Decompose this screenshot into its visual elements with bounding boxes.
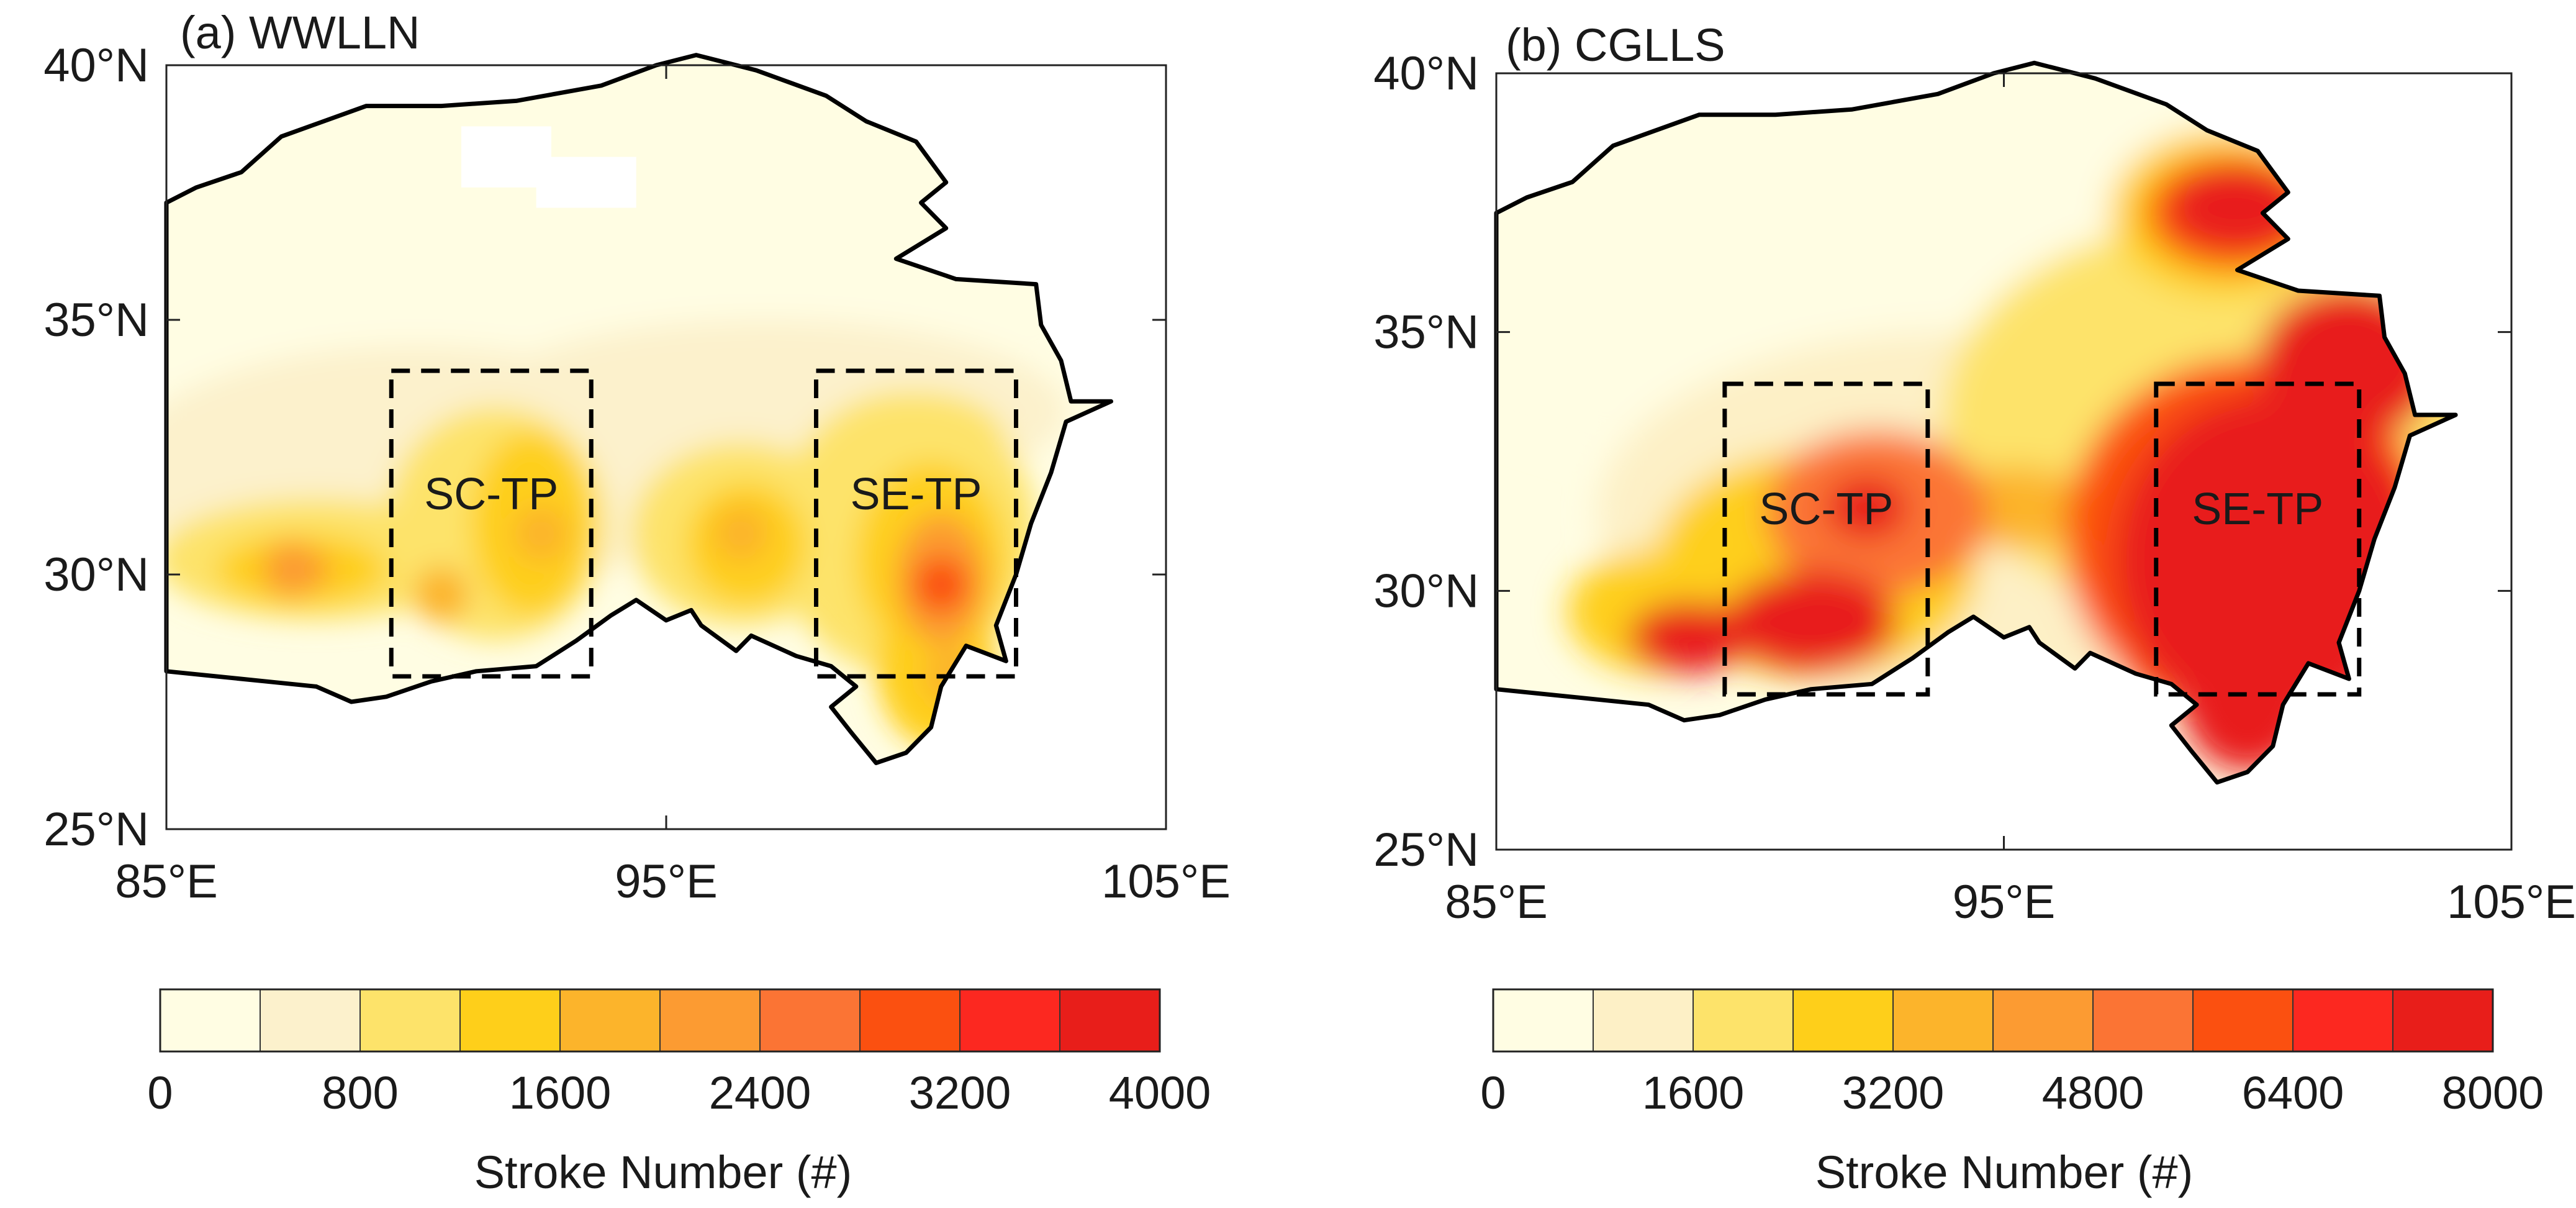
- region-box-sc-tp: [1722, 381, 1930, 697]
- colorbar-frame: [1492, 988, 2494, 1053]
- colorbar-bin: [260, 989, 361, 1052]
- colorbar-bin: [759, 989, 861, 1052]
- panel-title-a: (a) WWLLN: [180, 7, 420, 58]
- hotspot: [913, 556, 969, 613]
- hotspot: [414, 566, 469, 623]
- hotspot: [263, 541, 319, 597]
- y-tick-label: 25°N: [43, 803, 149, 856]
- colorbar-tick-label: 2400: [709, 1067, 811, 1119]
- colorbar-bin: [1593, 989, 1694, 1052]
- y-tick-label: 30°N: [1373, 565, 1479, 617]
- colorbar-bin: [1493, 989, 1594, 1052]
- y-tick-label: 40°N: [1373, 47, 1479, 100]
- colorbar-b: 0 1600 3200 4800 6400 8000: [1480, 988, 2544, 1119]
- colorbar-bin: [459, 989, 561, 1052]
- regions-b: SC-TP SE-TP: [1722, 381, 2362, 697]
- hotspot: [513, 506, 569, 562]
- regions-a: SC-TP SE-TP: [389, 368, 1018, 679]
- colorbar-tick-label: 1600: [1642, 1067, 1745, 1119]
- region-label-sc-tp: SC-TP: [1759, 484, 1893, 534]
- colorbar-label-b: Stroke Number (#): [1815, 1147, 2194, 1198]
- panel-b: SC-TP SE-TP 85°E 95°E 105°E 25°N 30°N 35°N 40°N…: [1373, 19, 2576, 1198]
- colorbar-tick-label: 4000: [1109, 1067, 1211, 1119]
- field-contours: [166, 55, 1111, 748]
- colorbar-bin: [859, 989, 960, 1052]
- colorbar-label-a: Stroke Number (#): [474, 1147, 852, 1198]
- colorbar-tick-label: 0: [1480, 1067, 1506, 1119]
- colorbar-bin: [2192, 989, 2294, 1052]
- no-data-patch: [536, 157, 636, 208]
- y-tick-label: 35°N: [1373, 306, 1479, 359]
- region-label-se-tp: SE-TP: [850, 470, 982, 519]
- colorbar-bin: [160, 989, 261, 1052]
- colorbar-bin: [1992, 989, 2094, 1052]
- hotspot: [1747, 588, 1804, 645]
- field-blob: [2181, 627, 2314, 772]
- field-contours: [1496, 63, 2456, 772]
- colorbar-bin: [2092, 989, 2194, 1052]
- colorbar-bin: [559, 989, 661, 1052]
- panel-title-b: (b) CGLLS: [1506, 19, 1725, 71]
- colorbar-bin: [959, 989, 1060, 1052]
- colorbar-tick-label: 6400: [2242, 1067, 2344, 1119]
- x-tick-label: 105°E: [1101, 855, 1231, 908]
- y-tick-label: 40°N: [43, 39, 149, 92]
- colorbar-bin: [359, 989, 461, 1052]
- region-label-sc-tp: SC-TP: [424, 470, 558, 519]
- colorbar-tick-label: 8000: [2442, 1067, 2544, 1119]
- colorbar-bin: [659, 989, 761, 1052]
- field-blob: [826, 391, 1006, 493]
- axis-ticks-a: 85°E 95°E 105°E 25°N 30°N 35°N 40°N: [43, 39, 1231, 908]
- x-tick-label: 85°E: [115, 855, 218, 908]
- hotspot: [2204, 511, 2261, 568]
- colorbar-tick-label: 4800: [2042, 1067, 2144, 1119]
- colorbar-bin: [1059, 989, 1160, 1052]
- x-tick-label: 105°E: [2447, 876, 2576, 929]
- plateau-outline-a: [164, 53, 1113, 765]
- hotspot: [2305, 365, 2362, 423]
- x-tick-label: 85°E: [1445, 876, 1548, 929]
- region-box-se-tp: [2154, 381, 2362, 697]
- colorbar-tick-label: 800: [322, 1067, 398, 1119]
- panel-a: SC-TP SE-TP 85°E 95°E 105°E 25°N 30°N 35°N 40°N…: [43, 7, 1231, 1198]
- colorbar-a: 0 800 1600 2400 3200 4000: [147, 988, 1211, 1119]
- region-box-sc-tp: [389, 368, 594, 679]
- colorbar-bin: [1892, 989, 1994, 1052]
- colorbar-bin: [2292, 989, 2393, 1052]
- colorbar-tick-label: 3200: [1842, 1067, 1945, 1119]
- field-blob: [1628, 601, 1750, 674]
- region-box-se-tp: [814, 368, 1018, 679]
- colorbar-bin: [1692, 989, 1794, 1052]
- colorbar-tick-label: 1600: [509, 1067, 612, 1119]
- map-b-field: [1496, 63, 2456, 783]
- colorbar-frame: [159, 988, 1161, 1053]
- y-tick-label: 30°N: [43, 548, 149, 601]
- colorbar-bin: [1792, 989, 1894, 1052]
- y-tick-label: 25°N: [1373, 824, 1479, 876]
- field-blob: [1826, 477, 1908, 539]
- axis-ticks-b: 85°E 95°E 105°E 25°N 30°N 35°N 40°N: [1373, 47, 2576, 929]
- y-tick-label: 35°N: [43, 294, 149, 347]
- colorbar-tick-label: 3200: [909, 1067, 1011, 1119]
- colorbar-tick-label: 0: [147, 1067, 173, 1119]
- x-tick-label: 95°E: [1953, 876, 2056, 929]
- hotspot: [713, 506, 769, 562]
- x-tick-label: 95°E: [615, 855, 718, 908]
- no-data-patch: [461, 126, 551, 188]
- map-a-field: [166, 55, 1111, 763]
- plateau-outline-b: [1494, 60, 2458, 785]
- region-label-se-tp: SE-TP: [2192, 484, 2323, 534]
- colorbar-bin: [2392, 989, 2493, 1052]
- hotspot: [2219, 179, 2275, 237]
